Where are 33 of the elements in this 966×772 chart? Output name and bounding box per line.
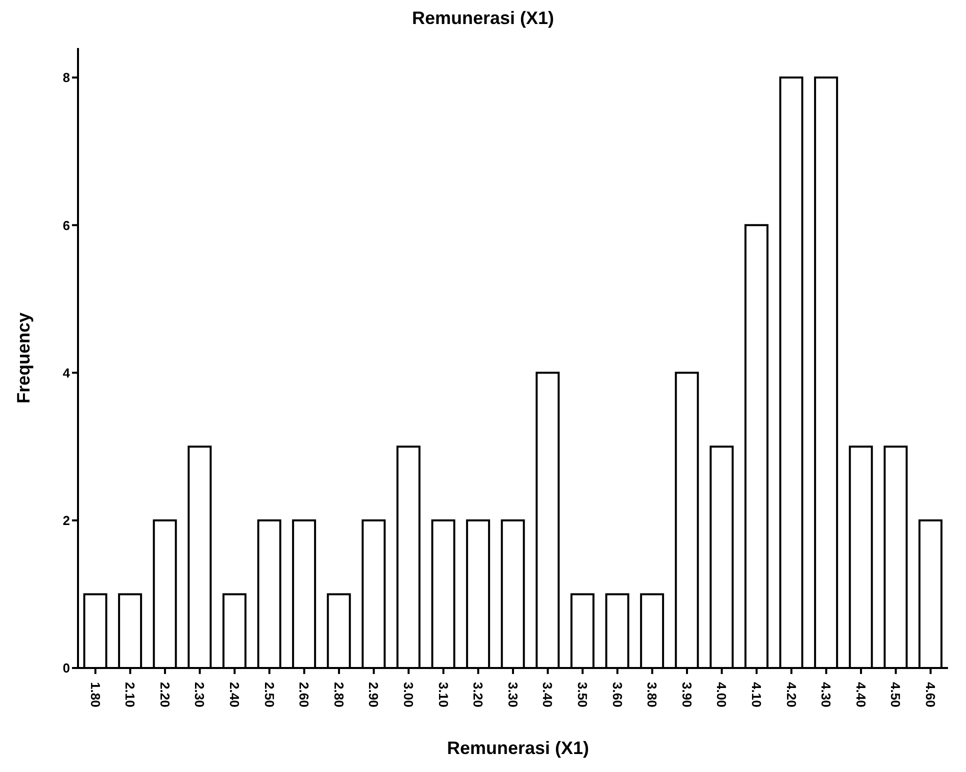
chart-title: Remunerasi (X1) [410, 8, 556, 30]
x-axis-title: Remunerasi (X1) [446, 738, 590, 759]
x-tick-label: 3.50 [575, 682, 590, 708]
y-tick-label: 2 [62, 512, 70, 528]
x-tick-label: 4.20 [784, 682, 799, 708]
x-tick-label: 4.30 [818, 682, 834, 708]
x-tick-label: 3.40 [540, 682, 556, 708]
y-axis-title: Frequency [13, 312, 34, 404]
x-tick-label: 3.10 [436, 682, 451, 708]
x-tick-label: 3.60 [610, 682, 625, 708]
x-tick-label: 4.00 [714, 682, 730, 708]
x-tick-label: 2.90 [366, 682, 382, 708]
x-tick-label: 4.40 [853, 682, 868, 708]
x-tick-label: 2.10 [122, 682, 138, 708]
x-tick-label: 2.40 [227, 682, 242, 708]
x-tick-label: 3.90 [679, 682, 694, 708]
x-tick-label: 2.30 [192, 682, 208, 708]
y-tick-label: 4 [62, 365, 71, 380]
x-tick-label: 2.60 [296, 682, 312, 708]
x-tick-label: 2.80 [331, 682, 346, 708]
x-tick-label: 4.60 [923, 682, 938, 708]
y-tick-label: 6 [62, 218, 70, 233]
x-tick-label: 2.20 [157, 682, 172, 708]
x-tick-label: 1.80 [88, 682, 103, 708]
y-tick-label: 0 [62, 660, 70, 676]
x-tick-label: 3.30 [505, 682, 520, 708]
x-tick-label: 3.80 [644, 682, 660, 708]
x-tick-label: 4.50 [888, 682, 904, 708]
y-tick-label: 8 [62, 70, 70, 86]
x-tick-label: 3.00 [401, 682, 416, 708]
x-tick-label: 2.50 [262, 682, 277, 708]
x-tick-label: 3.20 [470, 682, 486, 708]
x-tick-label: 4.10 [749, 682, 764, 708]
